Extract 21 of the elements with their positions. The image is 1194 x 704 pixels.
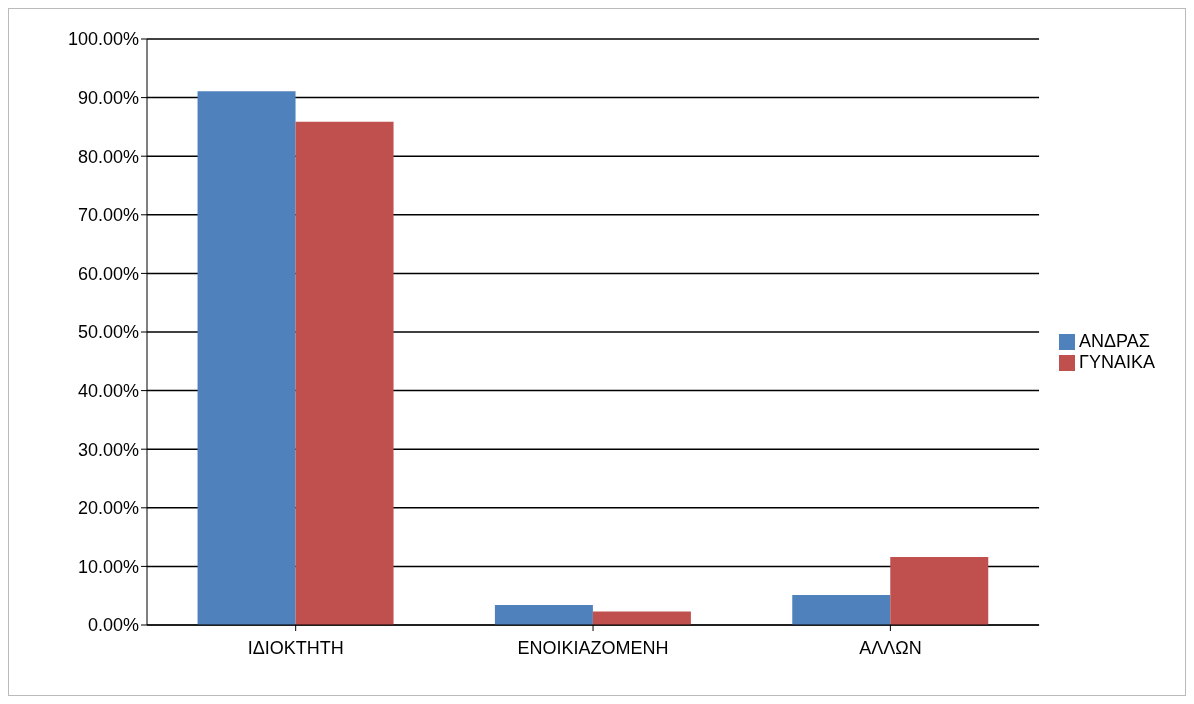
y-tick-label: 10.00% bbox=[77, 556, 139, 577]
bar bbox=[295, 121, 394, 625]
y-tick-label: 20.00% bbox=[77, 498, 139, 519]
y-tick-label: 60.00% bbox=[77, 263, 139, 284]
y-tick-label: 30.00% bbox=[77, 439, 139, 460]
y-tick-label: 50.00% bbox=[77, 322, 139, 343]
bar bbox=[197, 91, 296, 625]
y-tick-label: 90.00% bbox=[77, 87, 139, 108]
bar bbox=[792, 595, 891, 625]
y-tick-label: 0.00% bbox=[87, 615, 139, 636]
bar bbox=[890, 557, 989, 625]
bar bbox=[494, 605, 593, 625]
legend-label: ΓΥΝΑΙΚΑ bbox=[1079, 352, 1155, 372]
x-tick-label: ΑΛΛΩΝ bbox=[859, 637, 922, 658]
x-tick-label: ΙΔΙΟΚΤΗΤΗ bbox=[247, 637, 344, 658]
y-tick-label: 100.00% bbox=[67, 29, 139, 50]
legend-label: ΑΝΔΡΑΣ bbox=[1079, 331, 1150, 351]
y-tick-label: 40.00% bbox=[77, 380, 139, 401]
y-tick-label: 70.00% bbox=[77, 205, 139, 226]
x-tick-label: ΕΝΟΙΚΙΑΖΟΜΕΝΗ bbox=[517, 637, 669, 658]
y-tick-label: 80.00% bbox=[77, 146, 139, 167]
